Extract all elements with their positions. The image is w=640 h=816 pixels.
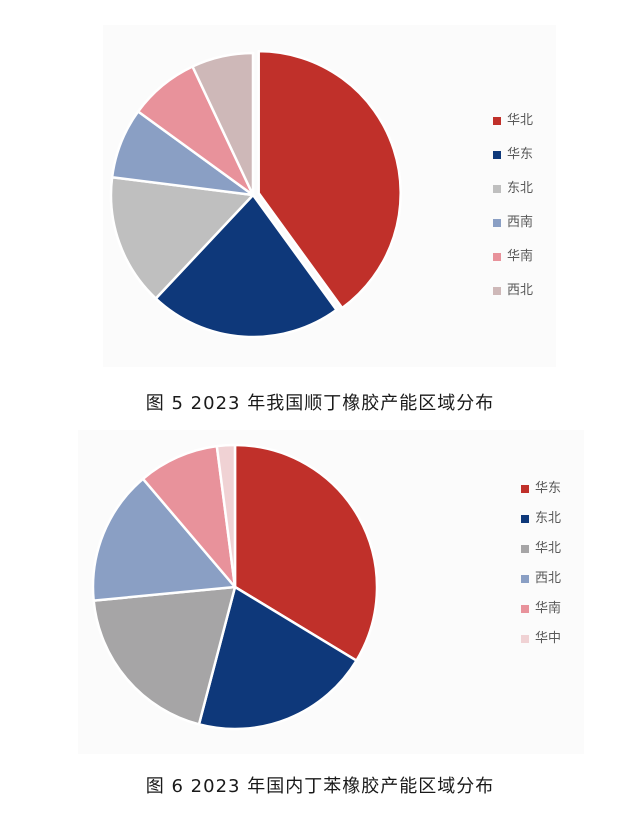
pie-chart-1 <box>109 49 402 339</box>
legend-swatch <box>521 635 529 643</box>
legend-swatch <box>493 117 501 125</box>
pie-slice-华北 <box>92 585 237 726</box>
figure-caption-2: 图 6 2023 年国内丁苯橡胶产能区域分布 <box>145 776 495 797</box>
legend-swatch <box>521 575 529 583</box>
legend-swatch <box>493 219 501 227</box>
pie-slice-西北 <box>91 477 237 602</box>
legend-swatch <box>493 151 501 159</box>
legend-label: 东北 <box>535 511 562 526</box>
legend-label: 华南 <box>535 601 562 616</box>
legend-swatch <box>493 287 501 295</box>
legend-label: 华北 <box>507 113 534 128</box>
pie-slice-华东 <box>233 443 379 662</box>
chart-panel-2: 华东东北华北西北华南华中 <box>78 430 584 754</box>
pie-slice-华东 <box>154 193 338 339</box>
legend-label: 华中 <box>535 631 562 646</box>
legend-label: 东北 <box>507 181 534 196</box>
legend-2: 华东东北华北西北华南华中 <box>521 480 581 680</box>
chart-panel-1: 华北华东东北西南华南西北 <box>103 25 556 367</box>
legend-swatch <box>493 185 501 193</box>
legend-1: 华北华东东北西南华南西北 <box>493 112 553 312</box>
pie-slice-东北 <box>197 585 358 731</box>
pie-slice-东北 <box>109 175 255 300</box>
legend-swatch <box>493 253 501 261</box>
pie-chart-2 <box>91 443 379 731</box>
legend-label: 西北 <box>507 283 534 298</box>
figure-caption-1: 图 5 2023 年我国顺丁橡胶产能区域分布 <box>145 393 495 414</box>
legend-label: 西北 <box>535 571 562 586</box>
pie-slice-华北 <box>257 49 402 310</box>
pie-slice-华南 <box>141 444 237 589</box>
legend-label: 西南 <box>507 215 534 230</box>
legend-swatch <box>521 545 529 553</box>
pie-slice-华中 <box>215 443 237 589</box>
legend-label: 华东 <box>535 481 562 496</box>
legend-label: 华东 <box>507 147 534 162</box>
legend-swatch <box>521 485 529 493</box>
legend-label: 华南 <box>507 249 534 264</box>
pie-slice-西北 <box>191 51 255 197</box>
legend-label: 华北 <box>535 541 562 556</box>
legend-swatch <box>521 515 529 523</box>
legend-swatch <box>521 605 529 613</box>
